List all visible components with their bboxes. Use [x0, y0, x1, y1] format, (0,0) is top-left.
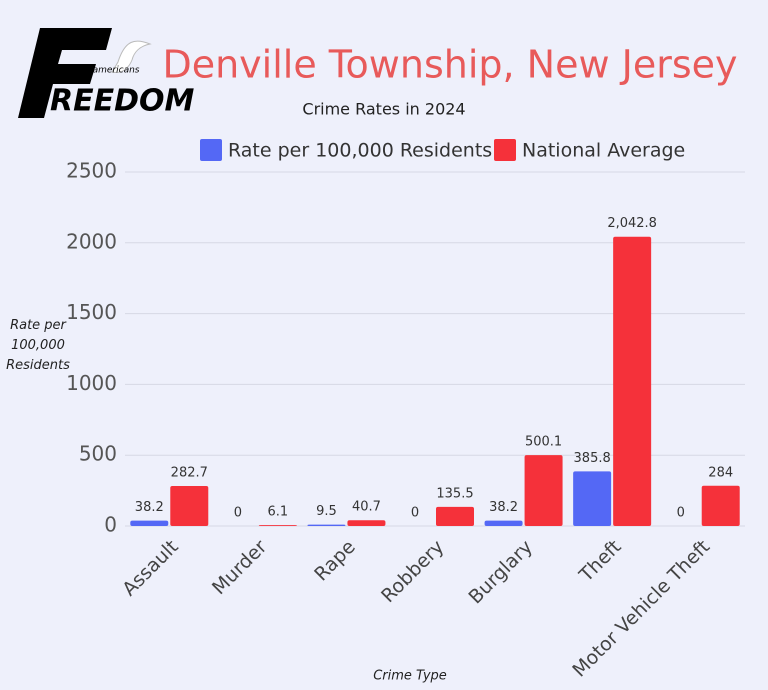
x-tick-label: Burglary — [464, 536, 537, 609]
legend-label: Rate per 100,000 Residents — [228, 140, 492, 162]
x-tick-label: Theft — [575, 536, 626, 587]
logo-word: REEDOM — [50, 84, 194, 119]
x-tick-label: Robbery — [377, 536, 448, 607]
y-tick-label: 500 — [79, 442, 117, 466]
value-label: 0 — [677, 506, 685, 521]
bar — [130, 520, 169, 526]
value-label: 38.2 — [489, 500, 518, 515]
x-tick-label: Murder — [208, 536, 271, 599]
value-label: 135.5 — [436, 486, 473, 501]
value-label: 0 — [411, 506, 419, 521]
legend-label: National Average — [522, 140, 685, 162]
legend-swatch — [200, 139, 222, 161]
logo-f — [18, 28, 112, 118]
value-label: 0 — [234, 506, 242, 521]
value-label: 385.8 — [574, 451, 611, 466]
y-axis-label: Rate per 100,000 Residents — [6, 318, 70, 373]
bar — [701, 485, 740, 526]
bar — [613, 236, 652, 527]
bar — [347, 520, 386, 526]
y-tick-label: 2000 — [66, 229, 117, 253]
value-label: 500.1 — [525, 435, 562, 450]
value-label: 2,042.8 — [607, 216, 657, 231]
value-label: 284 — [708, 465, 733, 480]
y-tick-label: 0 — [104, 513, 117, 537]
x-tick-label: Rape — [310, 536, 360, 586]
y-tick-label: 1000 — [66, 371, 117, 395]
bar — [484, 520, 523, 526]
bar — [258, 525, 297, 526]
logo-bird — [111, 40, 152, 73]
y-tick-label: 1500 — [66, 300, 117, 324]
x-axis-label: Crime Type — [373, 669, 447, 684]
bar — [307, 524, 346, 526]
x-tick-label: Assault — [118, 536, 183, 601]
bar — [524, 455, 563, 526]
chart-title: Denville Township, New Jersey — [162, 43, 737, 87]
logo-tagline: for all americans — [64, 66, 140, 76]
legend-swatch — [494, 139, 516, 161]
value-label: 40.7 — [352, 500, 381, 515]
logo: for all americans REEDOM — [18, 28, 194, 119]
bar — [573, 471, 612, 526]
bar — [170, 485, 209, 526]
y-tick-label: 2500 — [66, 159, 117, 183]
bar — [436, 506, 474, 526]
chart-subtitle: Crime Rates in 2024 — [302, 100, 465, 119]
value-label: 9.5 — [316, 504, 337, 519]
value-label: 6.1 — [268, 505, 289, 520]
value-label: 38.2 — [135, 500, 164, 515]
value-label: 282.7 — [171, 465, 208, 480]
